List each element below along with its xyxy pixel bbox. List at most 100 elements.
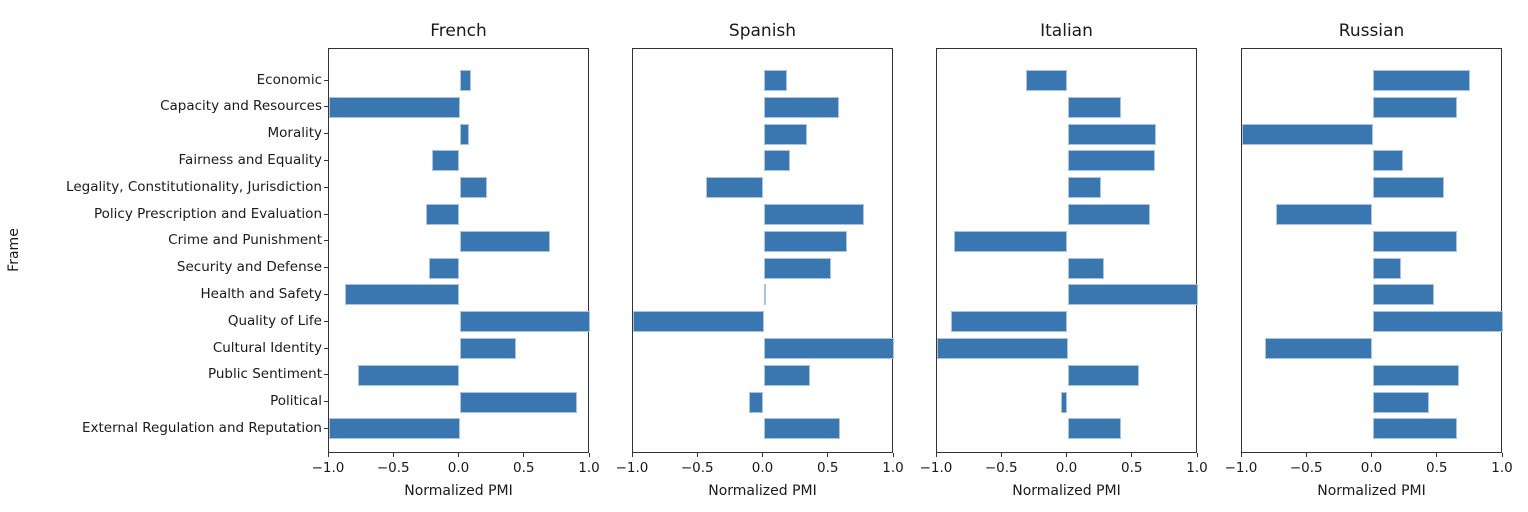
bar-spanish-10	[763, 338, 894, 359]
bar-russian-1	[1372, 96, 1458, 118]
x-tick-label: −1.0	[615, 460, 649, 476]
bar-italian-13	[1067, 418, 1121, 440]
y-tick-mark	[324, 79, 328, 81]
plot-panel-french	[328, 48, 590, 453]
bar-spanish-7	[763, 257, 832, 279]
x-tick-label: −0.5	[376, 460, 410, 476]
x-tick-mark	[1305, 453, 1307, 457]
bar-spanish-5	[763, 204, 864, 225]
x-tick-mark	[935, 453, 937, 457]
bar-french-3	[432, 150, 460, 172]
x-tick-mark	[458, 453, 459, 457]
bar-spanish-6	[763, 230, 848, 252]
bar-spanish-8	[763, 284, 767, 306]
y-tick-mark	[324, 159, 328, 161]
panel-title-italian: Italian	[1040, 21, 1093, 41]
x-tick-mark	[1240, 453, 1242, 457]
y-tick-label: External Regulation and Reputation	[81, 419, 322, 436]
bar-italian-11	[1067, 364, 1140, 386]
bar-spanish-2	[763, 123, 807, 145]
bar-french-6	[459, 230, 550, 252]
x-tick-label: 0.0	[447, 460, 470, 476]
plot-panel-spanish	[632, 48, 894, 453]
x-tick-mark	[762, 453, 763, 457]
x-tick-mark	[1066, 453, 1067, 457]
x-tick-label: 0.5	[513, 460, 535, 476]
y-tick-mark	[324, 186, 328, 188]
bar-french-11	[357, 364, 460, 386]
bar-french-7	[429, 257, 460, 279]
bar-italian-9	[951, 311, 1068, 333]
bar-spanish-4	[706, 177, 764, 199]
bar-russian-0	[1372, 70, 1471, 91]
y-tick-mark	[324, 320, 328, 322]
y-tick-label: Public Sentiment	[207, 366, 322, 383]
bar-russian-3	[1372, 150, 1403, 172]
bar-russian-12	[1372, 391, 1429, 413]
bar-russian-13	[1372, 418, 1458, 440]
bar-french-4	[459, 177, 487, 199]
y-tick-label: Security and Defense	[176, 259, 322, 276]
x-tick-mark	[1371, 453, 1372, 457]
x-tick-label: 1.0	[578, 460, 600, 476]
x-tick-label: 1.0	[882, 460, 904, 476]
panel-title-french: French	[430, 21, 487, 41]
x-tick-mark	[827, 453, 829, 457]
y-tick-label: Political	[270, 393, 322, 410]
y-tick-label: Legality, Constitutionality, Jurisdictio…	[66, 178, 322, 195]
bar-french-1	[329, 96, 460, 118]
x-tick-mark	[631, 453, 633, 457]
x-tick-label: −0.5	[680, 460, 714, 476]
x-tick-label: 0.0	[1360, 460, 1383, 476]
bar-italian-12	[1060, 391, 1068, 413]
x-tick-mark	[1436, 453, 1438, 457]
x-tick-label: 0.5	[817, 460, 839, 476]
x-tick-label: −0.5	[984, 460, 1018, 476]
x-axis-label-italian: Normalized PMI	[1012, 483, 1121, 499]
bar-french-13	[329, 418, 460, 440]
bar-russian-7	[1372, 257, 1402, 279]
panel-title-russian: Russian	[1338, 21, 1405, 41]
y-tick-mark	[324, 213, 328, 215]
y-tick-label: Economic	[256, 71, 322, 88]
x-tick-label: 0.0	[751, 460, 774, 476]
y-tick-label: Morality	[267, 125, 322, 142]
x-axis-label-french: Normalized PMI	[404, 483, 513, 499]
y-tick-mark	[324, 106, 328, 108]
bar-spanish-13	[763, 418, 841, 440]
x-tick-label: 1.0	[1491, 460, 1513, 476]
bar-russian-5	[1275, 204, 1373, 225]
bar-russian-4	[1372, 177, 1445, 199]
bar-french-10	[459, 338, 516, 359]
bar-french-2	[459, 123, 469, 145]
x-axis-label-russian: Normalized PMI	[1317, 483, 1426, 499]
y-tick-label: Capacity and Resources	[160, 98, 322, 115]
bar-italian-8	[1067, 284, 1198, 306]
bar-spanish-11	[763, 364, 811, 386]
bar-italian-7	[1067, 257, 1105, 279]
bar-russian-11	[1372, 364, 1459, 386]
y-tick-label: Health and Safety	[200, 285, 323, 302]
y-axis-label: Frame	[6, 227, 22, 272]
x-tick-label: 0.0	[1055, 460, 1078, 476]
bar-russian-8	[1372, 284, 1434, 306]
y-tick-mark	[324, 427, 328, 429]
x-tick-mark	[392, 453, 394, 457]
x-axis-label-spanish: Normalized PMI	[708, 483, 817, 499]
x-tick-mark	[892, 453, 894, 457]
y-tick-mark	[324, 401, 328, 403]
y-tick-mark	[324, 374, 328, 376]
y-tick-mark	[324, 267, 328, 269]
x-tick-label: −1.0	[919, 460, 953, 476]
bar-spanish-3	[763, 150, 790, 172]
y-tick-mark	[324, 293, 328, 295]
panel-title-spanish: Spanish	[728, 21, 797, 41]
y-tick-label: Fairness and Equality	[178, 151, 322, 168]
y-tick-label: Crime and Punishment	[168, 232, 322, 249]
x-tick-mark	[696, 453, 698, 457]
bar-french-0	[459, 70, 472, 91]
bar-italian-2	[1067, 123, 1157, 145]
x-tick-mark	[1000, 453, 1002, 457]
bar-spanish-9	[633, 311, 764, 333]
bar-italian-0	[1025, 70, 1068, 91]
